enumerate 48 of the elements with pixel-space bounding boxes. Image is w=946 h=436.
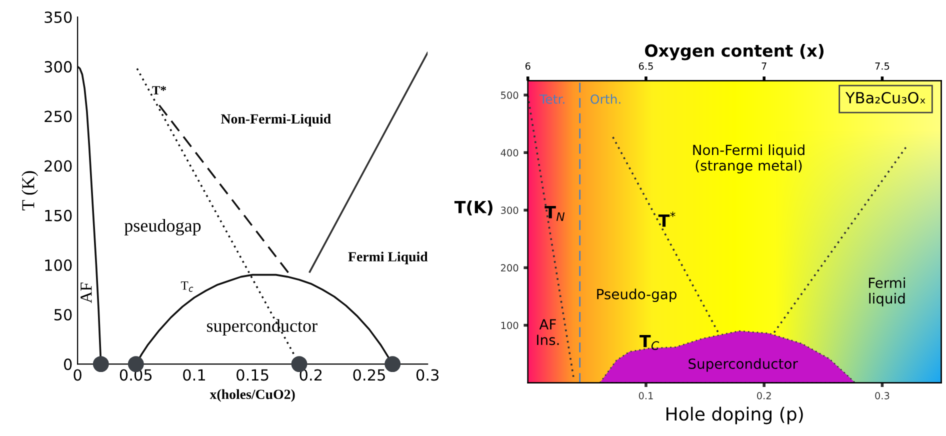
annotation: superconductor bbox=[207, 319, 318, 336]
annotation: Fermi Liquid bbox=[348, 252, 428, 264]
annotation: Pseudo-gap bbox=[597, 288, 676, 302]
x-tick-label: 0.1 bbox=[183, 369, 205, 381]
y-tick-label: 400 bbox=[500, 149, 518, 156]
y-tick-label: 100 bbox=[45, 259, 72, 271]
annotation: AF Ins. bbox=[537, 319, 559, 346]
y-tick-label: 200 bbox=[44, 160, 72, 172]
x-tick-label: 0.2 bbox=[757, 392, 771, 400]
x2-axis-title: Oxygen content (x) bbox=[645, 44, 824, 60]
x-tick-label: 0.3 bbox=[875, 392, 890, 400]
annotation: Non-Fermi-Liquid bbox=[221, 114, 331, 126]
y-tick-label: 100 bbox=[501, 322, 518, 330]
annotation: Orth. bbox=[590, 94, 620, 104]
x2-tick-label: 7.5 bbox=[875, 62, 890, 70]
x2-tick-label: 6 bbox=[525, 62, 530, 70]
x-axis-title: x(holes/CuO2) bbox=[210, 389, 295, 402]
annotation: T$^{*}$ bbox=[658, 212, 676, 227]
y-tick-label: 300 bbox=[501, 206, 518, 214]
annotation: pseudogap bbox=[124, 219, 201, 236]
x-tick-label: 0.25 bbox=[353, 369, 385, 381]
x2-tick-label: 7 bbox=[762, 62, 766, 70]
annotation: T* bbox=[152, 86, 166, 94]
x2-tick-label: 6.5 bbox=[638, 62, 653, 70]
annotation: T$_{C}$ bbox=[640, 334, 660, 350]
y-tick-label: 200 bbox=[500, 264, 518, 272]
annotation: Non-Fermi liquid (strange metal) bbox=[693, 144, 804, 174]
y-axis-title: T (K) bbox=[22, 171, 38, 210]
x-axis-title: Hole doping (p) bbox=[666, 406, 803, 424]
annotation: T$_{c}$ bbox=[180, 281, 194, 292]
annotation: Superconductor bbox=[688, 358, 798, 372]
annotation: Tetr. bbox=[540, 94, 564, 104]
x-tick-label: 0 bbox=[74, 369, 82, 381]
annotation: AF bbox=[80, 282, 92, 304]
y-tick-label: 150 bbox=[45, 210, 72, 222]
y-tick-label: 350 bbox=[44, 11, 72, 24]
annotation: Fermi liquid bbox=[868, 277, 905, 306]
x-tick-label: 0.1 bbox=[638, 392, 653, 400]
y-tick-label: 250 bbox=[44, 110, 72, 122]
annotation: T$_{N}$ bbox=[544, 206, 565, 221]
y-tick-label: 500 bbox=[501, 92, 518, 99]
annotation: YBa₂Cu₃Oₓ bbox=[845, 92, 926, 104]
x-tick-label: 0.15 bbox=[236, 369, 268, 381]
x-tick-label: 0.3 bbox=[416, 369, 439, 381]
y-axis-title: T(K) bbox=[454, 200, 492, 216]
y-tick-label: 0 bbox=[64, 358, 72, 370]
y-tick-label: 50 bbox=[54, 308, 72, 320]
y-tick-label: 300 bbox=[44, 61, 72, 73]
